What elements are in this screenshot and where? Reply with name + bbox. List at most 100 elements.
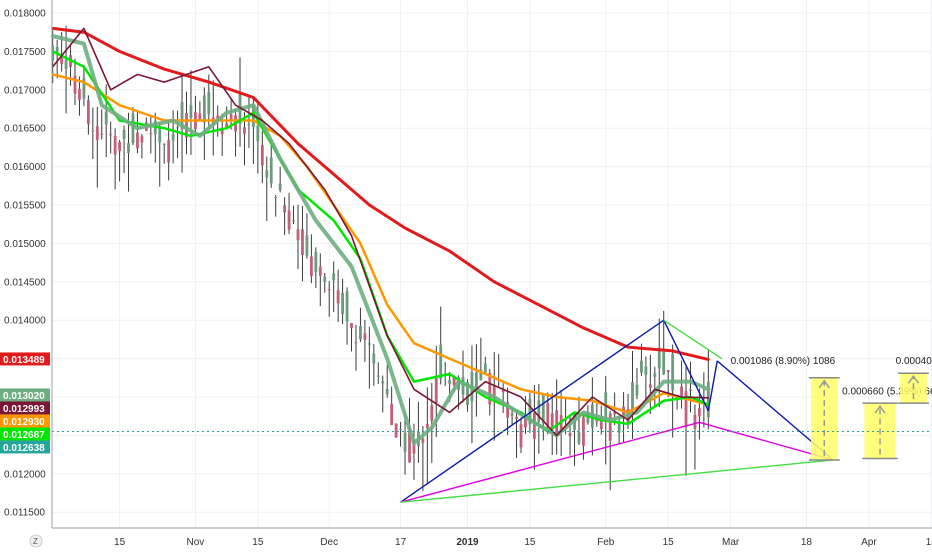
candle-body [617,421,621,433]
target-arrow-head [818,379,830,389]
candle-body [479,369,483,381]
target-arrow-head [874,404,886,414]
candle-body [689,389,692,391]
candle-body [698,408,701,417]
candle-body [318,266,322,276]
grid [52,0,932,528]
candle-body [158,125,162,143]
price-tag [0,352,50,366]
candle-body [483,363,487,373]
candle-body [104,111,108,125]
x-tick-label: Mar [722,537,740,548]
candle-body [269,157,273,184]
candle-body [55,47,59,53]
candle-body [78,88,81,100]
candle-body [207,91,211,115]
candle-body [247,123,251,125]
candle-body [372,353,376,364]
candle-body [394,423,398,438]
candle-body [327,289,331,291]
candle-body [399,429,402,431]
target-label: 0.001086 (8.90%) 1086 [731,356,836,367]
x-tick-label: Feb [597,537,615,548]
candle-body [528,398,532,425]
candle-body [162,143,166,145]
candle-body [202,95,206,123]
price-tag [0,440,50,454]
candle-body [421,438,425,443]
candle-body [425,423,429,429]
x-tick-label: Apr [861,537,877,548]
price-tag [0,401,50,415]
candle-body [376,375,380,377]
candle-body [635,384,639,396]
x-tick-label: Nov [187,537,205,548]
pattern-ac-line [663,319,723,360]
candle-body [631,382,634,410]
candle-body [100,133,104,135]
candle-body [506,402,510,418]
y-tick-label: 0.018000 [4,9,46,20]
price-tag-label: 0.012687 [3,430,45,441]
candle-body [91,130,95,132]
candle-body [586,413,590,423]
candle-body [644,366,648,375]
candle-body [113,135,117,155]
candle-body [256,125,260,142]
candle-body [51,45,55,61]
candle-body [363,333,367,340]
y-tick-label: 0.016500 [4,124,46,135]
pattern-xa-line [400,319,665,503]
candle-body [475,372,478,388]
candle-body [648,384,652,388]
x-tick-label: 15 [114,537,126,548]
candle-body [260,145,264,166]
candle-body [403,432,407,452]
candle-body [550,413,554,430]
candle-body [541,394,545,424]
candle-body [461,376,465,395]
candle-body [604,392,608,422]
candle-body [680,386,683,399]
candle-body [131,113,135,144]
candle-body [323,276,327,282]
x-tick-label: 15 [524,537,536,548]
candle-body [488,373,492,405]
candle-body [595,418,599,422]
price-tag [0,414,50,428]
candle-body [448,379,452,384]
candle-body [390,403,394,425]
candle-body [657,347,661,369]
candle-body [671,353,675,391]
candle-body [287,210,291,230]
candle-body [171,134,175,141]
candle-body [345,291,349,322]
candle-body [185,113,188,138]
candle-body [274,197,278,199]
candle-body [412,439,416,454]
candle-body [537,400,541,422]
ma-line-red [51,26,710,361]
candle-body [243,127,246,134]
candle-body [434,375,438,403]
candle-body [140,136,144,143]
candle-body [359,326,362,340]
price-tag-label: 0.012638 [3,443,45,454]
pattern-xd-line [400,459,834,503]
zoom-reset-icon[interactable] [29,534,43,548]
candle-body [73,75,77,94]
candle-body [332,273,336,281]
candle-body [532,412,536,439]
candle-body [408,429,411,463]
y-tick-label: 0.014500 [4,277,46,288]
candle-body [439,344,443,379]
y-tick-label: 0.016000 [4,162,46,173]
candle-body [492,385,496,399]
candle-body [354,342,358,344]
candle-body [95,126,99,141]
candle-body [265,170,269,178]
y-tick-label: 0.015500 [4,201,46,212]
candle-body [608,413,612,441]
